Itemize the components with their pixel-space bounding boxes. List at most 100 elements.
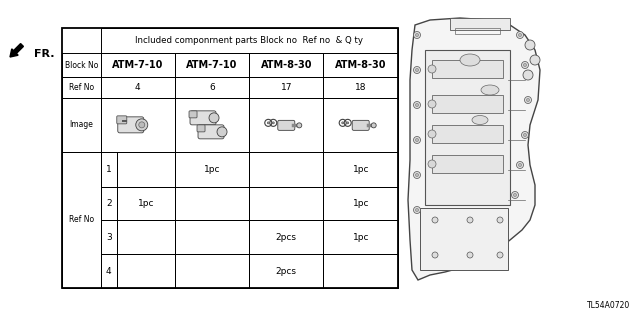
Bar (249, 254, 323, 288)
Circle shape (209, 113, 219, 123)
Circle shape (268, 122, 269, 124)
Ellipse shape (472, 116, 488, 124)
Circle shape (413, 101, 420, 108)
Circle shape (523, 70, 533, 80)
Circle shape (413, 67, 420, 74)
Bar (175, 220, 249, 254)
Text: 6: 6 (209, 83, 215, 92)
Circle shape (467, 252, 473, 258)
Text: ATM-7-10: ATM-7-10 (186, 60, 237, 70)
Circle shape (527, 99, 529, 101)
Text: Ref No: Ref No (68, 83, 94, 92)
Circle shape (524, 133, 527, 137)
Circle shape (217, 127, 227, 137)
Bar (175, 77, 249, 98)
Circle shape (413, 206, 420, 213)
Bar (117, 220, 175, 254)
Text: 1pc: 1pc (353, 199, 369, 208)
Bar (425, 50, 510, 205)
Text: TL54A0720: TL54A0720 (587, 301, 630, 310)
Circle shape (272, 122, 275, 124)
Text: 17: 17 (280, 83, 292, 92)
Bar (175, 53, 249, 77)
Text: ATM-8-30: ATM-8-30 (335, 60, 387, 70)
Circle shape (415, 34, 419, 36)
Bar (62, 53, 100, 77)
Circle shape (428, 130, 436, 138)
Bar (100, 28, 398, 53)
Circle shape (342, 122, 344, 124)
Text: ATM-7-10: ATM-7-10 (112, 60, 163, 70)
Bar (175, 98, 249, 151)
Circle shape (497, 252, 503, 258)
Bar (100, 254, 117, 288)
Bar (323, 77, 398, 98)
Circle shape (428, 65, 436, 73)
Circle shape (413, 31, 420, 38)
Bar (432, 60, 503, 78)
Text: 4: 4 (135, 83, 141, 92)
Text: 1pc: 1pc (204, 164, 220, 173)
Circle shape (415, 173, 419, 177)
Circle shape (371, 123, 376, 128)
Bar (117, 254, 175, 288)
FancyBboxPatch shape (116, 116, 127, 124)
Bar (450, 18, 510, 30)
Bar (432, 125, 503, 143)
Bar (323, 187, 398, 220)
Circle shape (428, 160, 436, 168)
Bar (62, 77, 100, 98)
Circle shape (415, 103, 419, 107)
Bar (249, 220, 323, 254)
Text: 2: 2 (106, 199, 111, 208)
Circle shape (415, 68, 419, 71)
Bar (420, 208, 508, 270)
FancyArrow shape (10, 44, 24, 57)
FancyBboxPatch shape (278, 120, 295, 130)
Bar (117, 151, 175, 187)
Bar (62, 98, 100, 151)
FancyBboxPatch shape (352, 120, 369, 130)
Circle shape (497, 217, 503, 223)
Circle shape (432, 252, 438, 258)
FancyBboxPatch shape (189, 111, 197, 118)
Bar (249, 187, 323, 220)
Text: Included componrnent parts Block no  Ref no  & Q ty: Included componrnent parts Block no Ref … (135, 36, 364, 45)
Bar (249, 151, 323, 187)
Bar (323, 151, 398, 187)
Bar (323, 254, 398, 288)
Bar (249, 77, 323, 98)
Bar (100, 151, 117, 187)
Bar (323, 220, 398, 254)
Circle shape (518, 34, 522, 36)
Ellipse shape (460, 54, 480, 66)
Circle shape (525, 40, 535, 50)
Bar (175, 254, 249, 288)
Text: 3: 3 (106, 233, 112, 242)
Bar (117, 187, 175, 220)
Text: 4: 4 (106, 267, 111, 276)
FancyBboxPatch shape (197, 125, 205, 132)
Circle shape (467, 217, 473, 223)
Text: 1pc: 1pc (138, 199, 154, 208)
Circle shape (413, 172, 420, 179)
Bar (323, 53, 398, 77)
Text: 2pcs: 2pcs (276, 267, 297, 276)
FancyBboxPatch shape (118, 117, 144, 133)
Circle shape (518, 164, 522, 166)
Text: FR.: FR. (34, 49, 54, 59)
Circle shape (347, 122, 349, 124)
Bar (62, 151, 100, 288)
Circle shape (522, 132, 529, 139)
Circle shape (516, 162, 524, 169)
Circle shape (415, 209, 419, 212)
Bar (175, 151, 249, 187)
Text: 1: 1 (106, 164, 112, 173)
Text: 1pc: 1pc (353, 233, 369, 242)
Bar (455, 28, 500, 34)
Circle shape (136, 119, 148, 131)
Circle shape (415, 139, 419, 141)
Circle shape (522, 61, 529, 68)
Text: Ref No: Ref No (68, 215, 94, 224)
Bar (100, 187, 117, 220)
